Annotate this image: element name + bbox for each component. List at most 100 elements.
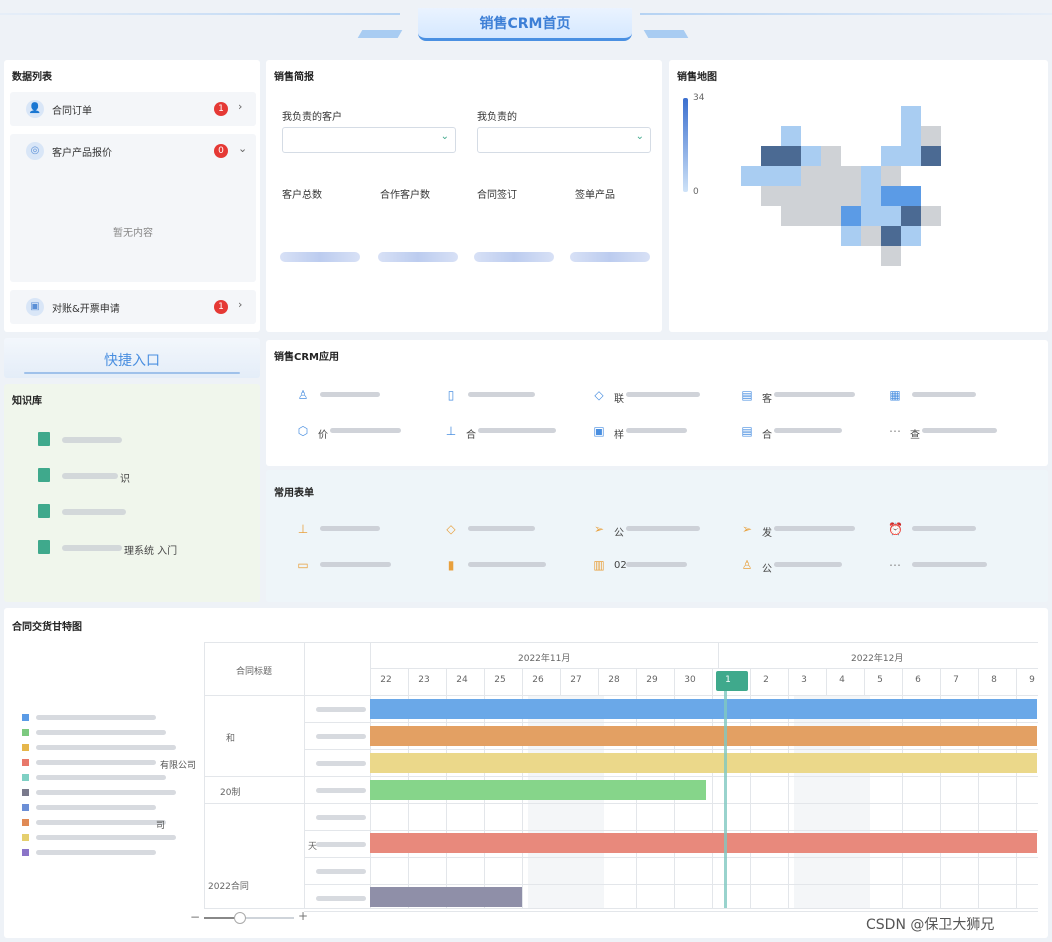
map-region[interactable] [781,126,801,146]
gantt-bar[interactable] [370,699,1037,719]
customer-select[interactable]: ⌄ [282,127,456,153]
zoom-slider-track[interactable] [204,917,294,919]
blurred-text [36,745,176,750]
map-region[interactable] [761,146,781,166]
map-region[interactable] [901,186,921,206]
map-region[interactable] [761,186,781,206]
gantt-bar[interactable] [370,726,1037,746]
common_forms-item[interactable]: ⋯ [888,556,1028,576]
crm_apps-item[interactable]: ⊥ 合 [444,422,584,442]
legend-swatch [22,849,29,856]
chevron-right-icon: › [238,298,243,311]
crm_apps-item[interactable]: ▤ 合 [740,422,880,442]
legend-swatch [22,819,29,826]
map-region[interactable] [901,146,921,166]
map-region[interactable] [801,146,821,166]
send-icon: ➢ [593,522,605,536]
common_forms-item[interactable]: ➢ 公 [592,520,732,540]
map-region[interactable] [821,186,841,206]
gantt-bar[interactable] [370,753,1037,773]
map-region[interactable] [741,166,761,186]
map-region[interactable] [821,206,841,226]
common_forms-item[interactable]: ➢ 发 [740,520,880,540]
zoom-out-button[interactable]: − [190,910,201,924]
map-region[interactable] [781,206,801,226]
crm_apps-item[interactable]: ▤ 客 [740,386,880,406]
crm_apps-item[interactable]: ⬡ 价 [296,422,436,442]
common_forms-item[interactable]: ♙ 公 [740,556,880,576]
map-region[interactable] [881,226,901,246]
map-region[interactable] [761,166,781,186]
map-region[interactable] [841,186,861,206]
map-region[interactable] [881,146,901,166]
map-region[interactable] [861,166,881,186]
map-region[interactable] [901,106,921,126]
data-list-item-invoice[interactable]: ▣ 对账&开票申请 1 › [10,290,256,324]
map-region[interactable] [861,226,881,246]
map-region[interactable] [921,206,941,226]
map-region[interactable] [781,186,801,206]
common_forms-item[interactable]: ⊥ [296,520,436,540]
map-region[interactable] [821,146,841,166]
common_forms-item[interactable]: ◇ [444,520,584,540]
filter1-label: 我负责的客户 [282,112,342,123]
map-region[interactable] [921,146,941,166]
owner-select[interactable]: ⌄ [477,127,651,153]
quick-entry-banner[interactable]: 快捷入口 [4,338,260,378]
crm_apps-item[interactable]: ▦ [888,386,1028,406]
crm_apps-item[interactable]: ◇ 联 [592,386,732,406]
map-region[interactable] [901,206,921,226]
crm_apps-item[interactable]: ▯ [444,386,584,406]
map-region[interactable] [901,226,921,246]
common_forms-item[interactable]: ⏰ [888,520,1028,540]
common_forms-item-text: 02 [614,560,627,571]
stat-value-blurred [280,252,360,262]
data-list-item-contract-orders[interactable]: 👤 合同订单 1 › [10,92,256,126]
map-region[interactable] [881,166,901,186]
stamp-icon: ⊥ [445,424,457,438]
map-region[interactable] [841,226,861,246]
zoom-in-button[interactable]: + [298,909,309,923]
map-region[interactable] [901,126,921,146]
map-region[interactable] [801,166,821,186]
map-legend-scale[interactable] [683,98,688,192]
crm_apps-item[interactable]: ⋯ 查 [888,422,1028,442]
map-region[interactable] [821,166,841,186]
gantt-bar[interactable] [370,887,522,907]
blurred-text [36,805,156,810]
map-region[interactable] [921,126,941,146]
common_forms-item[interactable]: ▭ [296,556,436,576]
map-region[interactable] [881,186,901,206]
stat-value-blurred [570,252,650,262]
map-region[interactable] [781,146,801,166]
crm_apps-item[interactable]: ♙ [296,386,436,406]
chevron-down-icon: ⌄ [635,131,644,142]
data-list-item-quotes[interactable]: ◎ 客户产品报价 0 ⌄ 暂无内容 [10,134,256,282]
map-region[interactable] [841,206,861,226]
map-region[interactable] [841,166,861,186]
map-region[interactable] [881,246,901,266]
map-region[interactable] [881,206,901,226]
map-region[interactable] [861,206,881,226]
blurred-text [36,760,156,765]
map-region[interactable] [861,186,881,206]
quick-entry-label: 快捷入口 [104,353,160,369]
map-region[interactable] [801,186,821,206]
gantt-bar[interactable] [370,780,706,800]
blurred-text [478,428,556,433]
more-icon: ⋯ [889,424,901,438]
common_forms-item[interactable]: ▮ [444,556,584,576]
map-region[interactable] [781,166,801,186]
blurred-text [774,392,855,397]
common_forms-item[interactable]: ▥ 02 [592,556,732,576]
gear-icon: ⬡ [297,424,309,438]
stat-value-blurred [378,252,458,262]
zoom-slider-handle[interactable] [234,912,246,924]
map-region[interactable] [801,206,821,226]
gantt-bar[interactable] [370,833,1037,853]
alarm-icon: ⏰ [888,522,903,536]
crm_apps-item[interactable]: ▣ 样 [592,422,732,442]
blurred-text [912,526,976,531]
doc-icon: ▤ [741,388,753,402]
crm-apps-title: 销售CRM应用 [274,352,339,363]
